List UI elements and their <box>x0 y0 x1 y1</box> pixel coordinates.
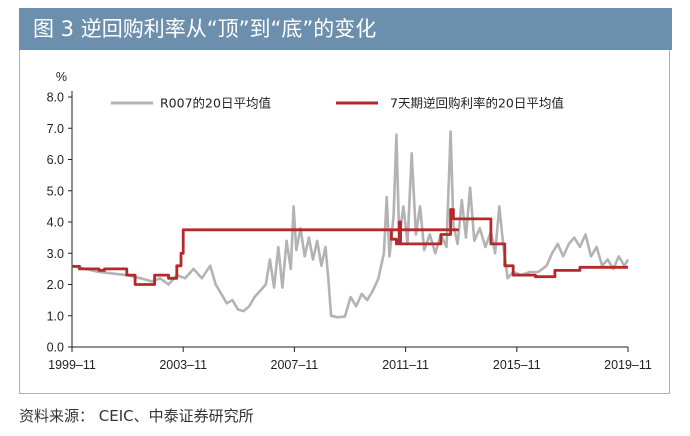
y-unit-label: % <box>56 70 67 84</box>
x-axis-group: 1999–11 2003–11 2007–11 2011–11 2015–11 2019–… <box>48 346 652 372</box>
y-tick-label: 8.0 <box>47 91 64 105</box>
title-banner: 图 3 逆回购利率从“顶”到“底”的变化 <box>19 8 672 50</box>
y-tick-label: 1.0 <box>47 309 64 323</box>
y-tick-label: 5.0 <box>47 184 64 198</box>
y-axis-group: % 0.0 1.0 2.0 3.0 4.0 5.0 6.0 7.0 8.0 <box>47 70 73 355</box>
x-tick-label: 2007–11 <box>271 358 319 372</box>
chart-title: 图 3 逆回购利率从“顶”到“底”的变化 <box>33 17 377 41</box>
x-tick-label: 2015–11 <box>493 358 541 372</box>
y-tick-label: 0.0 <box>47 341 64 355</box>
line-chart: % 0.0 1.0 2.0 3.0 4.0 5.0 6.0 7.0 8.0 1999–11 2003… <box>47 70 652 372</box>
legend: R007的20日平均值 7天期逆回购利率的20日平均值 <box>111 96 564 111</box>
series-lines <box>71 130 630 319</box>
source-note: 资料来源： CEIC、中泰证券研究所 <box>19 407 254 425</box>
y-tick-label: 6.0 <box>47 153 64 167</box>
series-line-r007 <box>71 130 630 319</box>
x-tick-label: 2011–11 <box>382 358 429 372</box>
series-line-reverse-repo <box>72 208 628 286</box>
legend-item-r007-label: R007的20日平均值 <box>160 96 271 111</box>
x-tick-label: 2003–11 <box>159 358 207 372</box>
x-tick-label: 2019–11 <box>604 358 652 372</box>
chart-panel <box>19 50 670 394</box>
y-tick-label: 2.0 <box>47 278 64 292</box>
y-tick-label: 4.0 <box>47 216 64 230</box>
y-tick-label: 3.0 <box>47 247 64 261</box>
legend-item-reverse-repo-label: 7天期逆回购利率的20日平均值 <box>390 96 564 111</box>
x-tick-label: 1999–11 <box>48 358 96 372</box>
y-tick-label: 7.0 <box>47 122 64 136</box>
